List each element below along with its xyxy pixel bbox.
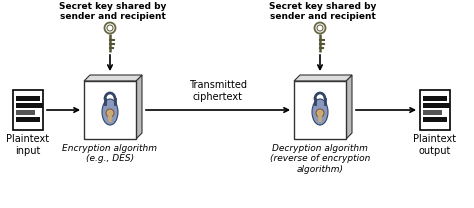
Polygon shape	[16, 103, 43, 108]
Polygon shape	[16, 117, 40, 122]
Polygon shape	[136, 75, 142, 139]
Text: Decryption algorithm
(reverse of encryption
algorithm): Decryption algorithm (reverse of encrypt…	[270, 144, 370, 174]
Circle shape	[316, 109, 324, 117]
Text: Plaintext
output: Plaintext output	[413, 134, 456, 156]
Text: Secret key shared by
sender and recipient: Secret key shared by sender and recipien…	[59, 2, 167, 21]
Polygon shape	[84, 75, 142, 81]
Text: Plaintext
input: Plaintext input	[7, 134, 50, 156]
Polygon shape	[423, 103, 450, 108]
Polygon shape	[16, 110, 36, 115]
Polygon shape	[84, 81, 136, 139]
Polygon shape	[423, 110, 443, 115]
Text: Encryption algorithm
(e.g., DES): Encryption algorithm (e.g., DES)	[63, 144, 157, 163]
Polygon shape	[420, 90, 450, 130]
Polygon shape	[294, 81, 346, 139]
Circle shape	[317, 25, 323, 31]
Polygon shape	[13, 90, 43, 130]
Ellipse shape	[312, 99, 328, 125]
Polygon shape	[108, 116, 112, 122]
Polygon shape	[318, 116, 322, 122]
Circle shape	[106, 109, 114, 117]
Polygon shape	[16, 96, 40, 101]
Polygon shape	[346, 75, 352, 139]
Polygon shape	[423, 96, 447, 101]
Text: Transmitted
ciphertext: Transmitted ciphertext	[189, 80, 247, 102]
Text: Secret key shared by
sender and recipient: Secret key shared by sender and recipien…	[269, 2, 377, 21]
Polygon shape	[423, 117, 447, 122]
Polygon shape	[294, 75, 352, 81]
Circle shape	[107, 25, 113, 31]
Ellipse shape	[102, 99, 118, 125]
